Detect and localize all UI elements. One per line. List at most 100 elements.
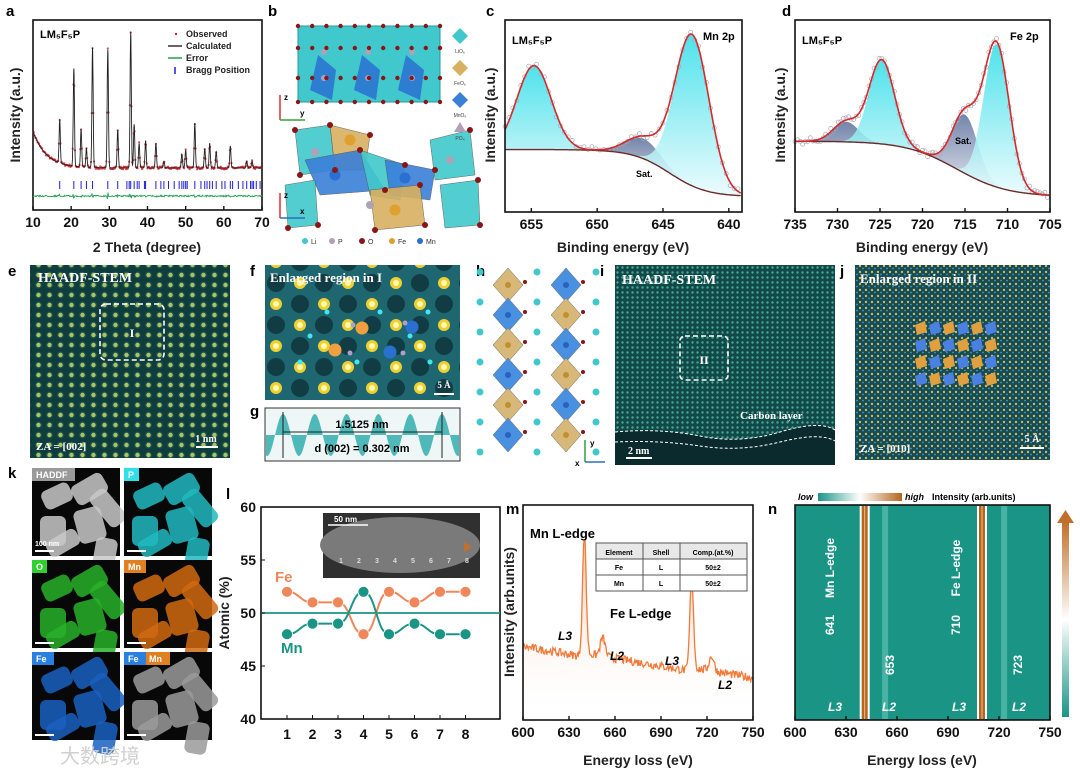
x-tick-label: 7 bbox=[436, 726, 444, 742]
element-label-bg bbox=[124, 468, 139, 481]
data-point-mn bbox=[408, 617, 421, 630]
x-axis-label: Energy loss (eV) bbox=[583, 752, 693, 768]
fitted-envelope bbox=[795, 40, 1050, 196]
o-atom bbox=[581, 280, 585, 284]
y-axis-label: Intensity (a.u.) bbox=[772, 68, 788, 163]
inset-point-label: 2 bbox=[357, 558, 361, 565]
x-tick-label: 630 bbox=[834, 724, 858, 740]
feo6-polyhedron bbox=[957, 372, 969, 386]
metal-atom bbox=[505, 342, 511, 348]
o-atom bbox=[423, 23, 428, 29]
zone-axis-label: ZA = [002] bbox=[36, 441, 86, 453]
band-label-641: 641 bbox=[823, 615, 837, 635]
table-cell: 50±2 bbox=[705, 581, 721, 588]
observed-point bbox=[106, 47, 109, 50]
x-axis-label: Energy loss (eV) bbox=[867, 752, 977, 768]
observed-point bbox=[994, 36, 999, 41]
x-tick-label: 1 bbox=[283, 726, 291, 742]
fe-edge-label: Fe L-edge bbox=[949, 539, 963, 596]
mn-atom bbox=[405, 320, 419, 334]
li-atom bbox=[592, 358, 600, 366]
xps-fe2p-chart: 735 730 725 720 715 710 705 LM₅F₅P Fe 2p Sat. … bbox=[772, 19, 1062, 255]
lio6-polyhedron bbox=[284, 179, 319, 229]
particle bbox=[133, 666, 165, 694]
satellite-label: Sat. bbox=[636, 169, 653, 179]
o-atom bbox=[423, 99, 428, 105]
li-atom bbox=[592, 418, 600, 426]
li-atom bbox=[476, 388, 484, 396]
o-atom bbox=[295, 23, 301, 29]
li-atom bbox=[377, 309, 383, 315]
x-tick-labels: 600 630 660 690 720 750 bbox=[511, 716, 765, 740]
table-cell: 50±2 bbox=[705, 565, 721, 572]
crystal-structure: z y z x LiO₆ FeO₆ MnO₆ PO₄ Li P O bbox=[279, 23, 483, 246]
feo6-polyhedron bbox=[985, 372, 997, 386]
li-atom bbox=[407, 333, 413, 339]
region-i-box bbox=[99, 303, 165, 361]
lio6-polyhedron bbox=[439, 179, 481, 229]
o-atom bbox=[372, 227, 378, 233]
table-header: Element bbox=[605, 550, 633, 557]
map-o: O bbox=[32, 560, 127, 663]
data-point-fe bbox=[383, 585, 395, 598]
x-tick-label: 630 bbox=[557, 724, 581, 740]
band-label-653: 653 bbox=[883, 655, 897, 675]
peak-component bbox=[795, 44, 1050, 196]
mno6-polyhedron bbox=[915, 372, 927, 386]
o-atom bbox=[423, 75, 428, 81]
li-atom bbox=[425, 309, 431, 315]
polyhedra-overlay bbox=[915, 321, 997, 386]
particle bbox=[163, 564, 200, 598]
o-atom bbox=[310, 99, 315, 105]
o-atom bbox=[523, 430, 527, 434]
x-tick-label: 720 bbox=[695, 724, 719, 740]
observed-point bbox=[853, 113, 859, 119]
boundary-line bbox=[614, 425, 836, 440]
o-atom bbox=[324, 75, 329, 81]
panel-letter-c: c bbox=[486, 3, 494, 20]
shell-label: L3 bbox=[952, 700, 966, 714]
legend-bragg: Bragg Position bbox=[186, 65, 250, 75]
p-atom bbox=[311, 148, 319, 156]
o-atom bbox=[295, 75, 301, 81]
y-tick-label: 40 bbox=[240, 711, 256, 727]
legend-mno6: MnO₆ bbox=[454, 113, 467, 119]
li-atom bbox=[427, 359, 433, 365]
observed-point bbox=[636, 131, 642, 136]
eels-spectrum-line bbox=[522, 539, 754, 684]
x-tick-label: 725 bbox=[868, 216, 892, 232]
image-title: Enlarged region in II bbox=[860, 271, 977, 286]
lio6-polyhedron bbox=[429, 129, 476, 181]
particle bbox=[165, 690, 199, 728]
data-point-mn bbox=[281, 628, 293, 641]
x-axis-label: Binding energy (eV) bbox=[557, 239, 689, 255]
particle bbox=[45, 528, 81, 558]
shell-label: L3 bbox=[828, 700, 842, 714]
li-atom bbox=[476, 448, 484, 456]
band-label-723: 723 bbox=[1011, 655, 1025, 675]
x-tick-label: 60 bbox=[216, 214, 232, 230]
mno6-polyhedron bbox=[985, 321, 997, 335]
o-atom bbox=[295, 99, 301, 105]
data-point-mn bbox=[434, 628, 446, 641]
o-atom bbox=[352, 75, 357, 81]
scale-bar-label: 5 Å bbox=[437, 380, 451, 390]
element-label: Mn bbox=[149, 654, 162, 664]
legend-po4: PO₄ bbox=[455, 136, 464, 142]
xrd-marks bbox=[31, 31, 263, 200]
fe-l3-label: L3 bbox=[665, 654, 679, 668]
x-tick-label: 640 bbox=[717, 216, 741, 232]
metal-atom bbox=[563, 342, 569, 348]
p-atom bbox=[366, 201, 374, 209]
element-label-bg bbox=[124, 652, 146, 665]
map-haadf: HADDF 100 nm bbox=[32, 468, 127, 571]
colorbar-high-label: high bbox=[905, 492, 924, 502]
li-atom bbox=[592, 448, 600, 456]
peak-component bbox=[505, 34, 741, 196]
x-tick-label: 70 bbox=[254, 214, 270, 230]
li-atom bbox=[592, 388, 600, 396]
sample-label: LM₅F₅P bbox=[512, 35, 552, 47]
observed-point bbox=[103, 167, 106, 170]
o-atom bbox=[366, 75, 372, 81]
table-header-row bbox=[595, 542, 748, 560]
